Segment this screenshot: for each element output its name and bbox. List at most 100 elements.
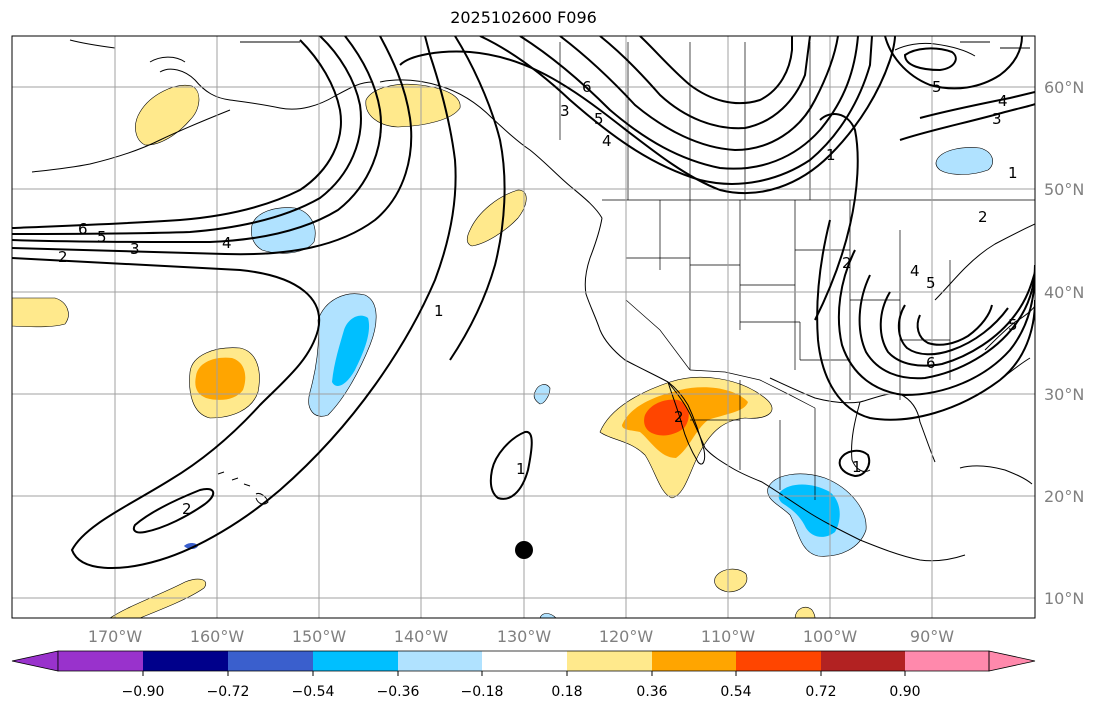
positive-anomaly-bottom-west	[109, 578, 206, 618]
political-borders	[559, 42, 1035, 500]
contour-ne-4	[919, 91, 1035, 119]
colorbar-outline	[57, 650, 990, 672]
positive-anomaly-west-edge	[12, 297, 69, 328]
colorbar-extend-min	[11, 650, 59, 672]
positive-anomaly-bering	[135, 84, 200, 146]
lon-tick-label: 120°W	[599, 627, 654, 646]
colorbar-label: 0.54	[720, 684, 751, 700]
contour-west-4	[12, 36, 382, 244]
contour-label-2-ne: 2	[978, 208, 988, 226]
contour-east-low-6	[916, 304, 993, 346]
lon-tick-label: 130°W	[497, 627, 552, 646]
lon-tick-label: 90°W	[910, 627, 954, 646]
colorbar-bin	[313, 651, 398, 671]
contour-label-1-sw: 1	[826, 146, 836, 164]
contour-label-3-ne: 3	[992, 110, 1002, 128]
latitude-tick-labels: 60°N 50°N 40°N 30°N 20°N 10°N	[1044, 78, 1084, 608]
contour-label-5-ne: 5	[932, 78, 942, 96]
colorbar-label: 0.18	[551, 684, 582, 700]
contour-label-1-ne: 1	[1008, 164, 1018, 182]
contour-trough-4	[559, 36, 839, 152]
contour-label-2-ring: 2	[182, 500, 192, 518]
canada-provinces	[627, 42, 811, 200]
colorbar-label: −0.18	[461, 684, 504, 700]
positive-anomaly-central-pacific-core	[195, 357, 246, 400]
colorbar-bin	[821, 651, 905, 671]
colorbar-bin	[143, 651, 228, 671]
contour-east-low-3	[858, 264, 1035, 380]
contour-label-3-trough: 3	[560, 102, 570, 120]
positive-anomaly-gulf-alaska	[365, 83, 461, 128]
west-coast-us	[584, 217, 966, 562]
colorbar-bin	[736, 651, 821, 671]
colorbar-bin	[58, 651, 143, 671]
contour-label-6-east: 6	[926, 354, 936, 372]
contour-label-5-trough: 5	[594, 110, 604, 128]
contour-west-5	[12, 36, 362, 235]
longitude-tick-labels: 170°W 160°W 150°W 140°W 130°W 120°W 110°…	[88, 627, 954, 646]
contour-label-1-arc: 1	[434, 302, 444, 320]
positive-anomaly-bc	[466, 189, 527, 247]
positive-anomaly-baja-red	[644, 399, 689, 436]
lon-tick-label: 100°W	[803, 627, 858, 646]
contour-trough-6	[639, 36, 793, 105]
contour-label-4-east: 4	[910, 262, 920, 280]
lat-tick-label: 10°N	[1044, 589, 1084, 608]
contour-ne-5	[884, 36, 1023, 90]
storm-center-marker	[515, 541, 533, 559]
colorbar-label: −0.36	[377, 684, 420, 700]
lon-tick-label: 150°W	[292, 627, 347, 646]
colorbar-extend-max	[988, 650, 1036, 672]
map-border	[11, 35, 1036, 619]
colorbar-label: 0.90	[889, 684, 920, 700]
colorbar-bin	[398, 651, 482, 671]
colorbar-label: −0.72	[207, 684, 250, 700]
lat-tick-label: 50°N	[1044, 180, 1084, 199]
contour-label-1-island: 1	[516, 460, 526, 478]
lon-tick-label: 170°W	[88, 627, 143, 646]
negative-anomaly-mexico-pacific-core	[778, 484, 840, 537]
colorbar-bin	[228, 651, 313, 671]
contour-east-low-1	[816, 219, 1035, 421]
contour-trough-3	[519, 36, 859, 170]
contour-mexico-1	[838, 449, 871, 478]
map-title: 2025102600 F096	[450, 8, 597, 27]
hawaii-islands	[217, 471, 269, 505]
graticule	[12, 36, 1035, 618]
contour-west-2	[12, 36, 457, 569]
us-mexico-border	[689, 369, 816, 409]
lat-tick-label: 20°N	[1044, 487, 1084, 506]
contour-ne-ring	[903, 47, 957, 72]
contour-ring-2	[132, 488, 215, 534]
positive-anomaly-small-south	[714, 568, 748, 593]
contour-label-2-sw: 2	[842, 254, 852, 272]
contour-ne-3	[899, 103, 1035, 141]
contour-trough-2	[479, 36, 873, 185]
contour-east-arc-1	[449, 36, 506, 361]
lon-tick-label: 110°W	[701, 627, 756, 646]
baja-peninsula	[667, 381, 706, 465]
negative-anomaly-pacific-arc-core	[332, 315, 370, 386]
contours	[12, 36, 1035, 569]
contour-island-1	[489, 430, 533, 500]
contour-trough-1	[399, 36, 896, 194]
contour-label-5-ne2: 5	[1008, 316, 1018, 334]
cuba	[959, 465, 1033, 485]
contour-sw-2	[814, 113, 859, 321]
contour-label-4-west: 4	[222, 234, 232, 252]
lon-tick-label: 160°W	[190, 627, 245, 646]
contour-label-1-mexico: 1	[852, 458, 862, 476]
contour-east-low-2	[837, 249, 1035, 397]
colorbar-label: 0.36	[636, 684, 667, 700]
shaded-anomalies	[12, 83, 993, 618]
colorbar-bin	[652, 651, 736, 671]
contour-label-4-trough: 4	[602, 132, 612, 150]
colorbar-bin	[482, 651, 567, 671]
mexico-states	[690, 380, 816, 500]
colorbar-label: −0.90	[122, 684, 165, 700]
colorbar-bin	[567, 651, 652, 671]
lat-tick-label: 40°N	[1044, 283, 1084, 302]
colorbar-bin	[905, 651, 989, 671]
alaska-coast	[31, 39, 603, 219]
